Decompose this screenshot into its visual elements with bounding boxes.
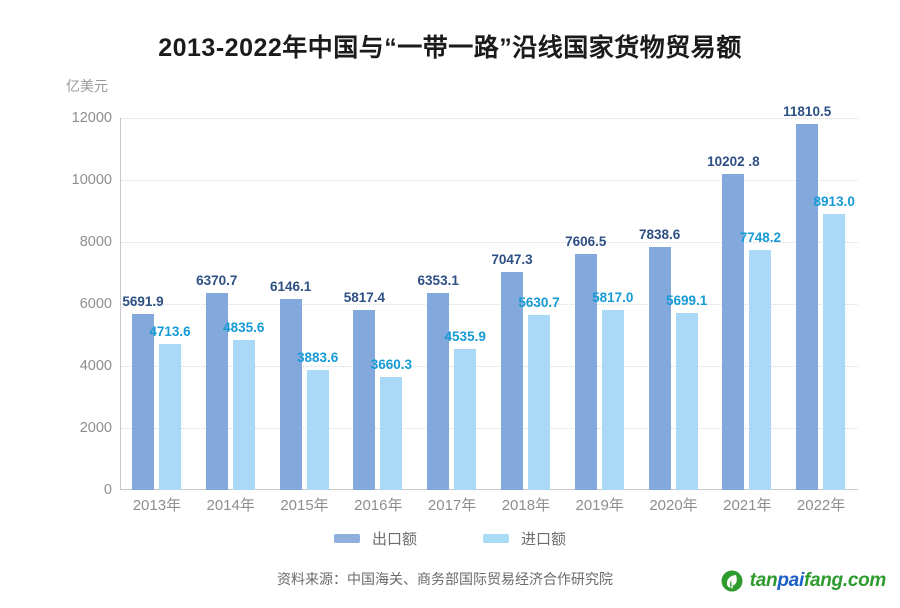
- bar-import[interactable]: [528, 315, 550, 490]
- x-axis-tick-label: 2013年: [132, 497, 182, 514]
- bar-value-label-import: 3883.6: [296, 349, 339, 365]
- bar-export[interactable]: [796, 123, 819, 490]
- x-axis-tick-label: 2020年: [649, 497, 698, 514]
- bar-export[interactable]: [353, 309, 376, 490]
- legend-swatch-icon: [483, 534, 509, 543]
- y-axis-tick-labels: 0 2000 4000 6000 8000 10000 12000: [50, 110, 112, 498]
- legend-item-export[interactable]: 出口额: [333, 528, 417, 549]
- bar-import[interactable]: [749, 249, 772, 490]
- bar-import[interactable]: [601, 309, 624, 490]
- bar-import[interactable]: [823, 213, 846, 490]
- bar-value-label-export: 6370.7: [196, 272, 238, 288]
- watermark-part-3: fang.com: [803, 570, 886, 591]
- gridline: [120, 180, 858, 181]
- bar-export[interactable]: [279, 299, 302, 490]
- bar-group: 6146.1 3883.6: [270, 118, 348, 490]
- x-axis-tick-label: 2022年: [796, 497, 846, 514]
- gridline: [120, 428, 858, 429]
- bar-group: 7606.5 5817.0: [565, 118, 643, 490]
- bar-value-label-export: 10202 .8: [707, 153, 760, 169]
- watermark-part-2: pai: [777, 570, 804, 591]
- page-title: 2013-2022年中国与“一带一路”沿线国家货物贸易额: [158, 34, 742, 62]
- x-axis-line: [120, 489, 858, 490]
- x-axis-tick-label: 2019年: [575, 497, 624, 514]
- chart-legend: 出口额 进口额: [0, 528, 900, 549]
- bar-group: 7047.3 5630.7: [491, 118, 569, 490]
- x-axis-tick-labels: 2013年 2014年 2015年 2016年 2017年 2018年 2019年 2020年…: [120, 494, 858, 518]
- x-axis-tick-label: 2018年: [501, 497, 551, 514]
- x-axis-tick-label: 2021年: [723, 497, 772, 514]
- bar-export[interactable]: [427, 293, 450, 490]
- bar-export[interactable]: [205, 292, 228, 490]
- legend-swatch-icon: [333, 534, 360, 543]
- gridline: [120, 118, 858, 119]
- bar-value-label-export: 11810.5: [783, 103, 832, 119]
- x-axis-tick-label: 2016年: [354, 497, 403, 514]
- bar-value-label-import: 4835.6: [223, 320, 265, 336]
- y-axis-tick-label: 10000: [71, 172, 112, 188]
- bar-value-label-export: 5691.9: [122, 293, 164, 309]
- bar-value-label-export: 6146.1: [269, 279, 312, 295]
- bar-export[interactable]: [574, 254, 597, 490]
- y-axis-tick-label: 12000: [71, 110, 112, 126]
- watermark-part-1: tan: [749, 570, 778, 591]
- bar-import[interactable]: [159, 343, 181, 490]
- bar-export[interactable]: [648, 247, 671, 490]
- y-axis-tick-label: 4000: [79, 358, 112, 374]
- bar-value-label-import: 8913.0: [813, 193, 855, 209]
- x-axis-tick-label: 2015年: [280, 497, 329, 514]
- x-axis-tick-label: 2017年: [427, 497, 477, 514]
- bar-export[interactable]: [501, 271, 523, 490]
- gridline: [120, 366, 858, 367]
- bar-group: 11810.5 8913.0: [783, 104, 864, 490]
- y-axis-tick-label: 0: [103, 482, 112, 498]
- gridline: [120, 304, 858, 305]
- source-note: 资料来源：中国海关、商务部国际贸易经济合作研究院: [277, 571, 613, 587]
- bar-value-label-import: 5630.7: [518, 295, 560, 311]
- bar-import[interactable]: [675, 313, 698, 490]
- bar-group: 10202 .8 7748.2: [707, 118, 790, 490]
- bar-value-label-import: 3660.3: [370, 356, 413, 372]
- bar-import[interactable]: [306, 369, 329, 490]
- bar-value-label-export: 6353.1: [417, 273, 459, 289]
- legend-item-import[interactable]: 进口额: [483, 528, 566, 549]
- legend-label: 进口额: [521, 531, 567, 548]
- y-axis-line: [120, 118, 121, 490]
- bar-import[interactable]: [380, 376, 403, 490]
- bar-export[interactable]: [722, 173, 745, 490]
- bar-value-label-import: 4535.9: [444, 329, 486, 345]
- y-axis-unit-label: 亿美元: [66, 78, 108, 94]
- bar-group: 6370.7 4835.6: [196, 118, 274, 490]
- bar-import[interactable]: [454, 349, 477, 490]
- watermark-logo: tanpaifang.com: [721, 570, 886, 592]
- bar-value-label-import: 5817.0: [592, 289, 634, 305]
- bar-value-label-export: 7606.5: [565, 234, 607, 250]
- bar-value-label-import: 7748.2: [739, 229, 782, 245]
- bar-group: 5691.9 4713.6: [122, 118, 200, 490]
- bar-value-label-export: 5817.4: [343, 289, 386, 305]
- watermark-text: tanpaifang.com: [749, 570, 887, 592]
- bar-value-label-export: 7838.6: [638, 227, 681, 243]
- bar-value-label-import: 4713.6: [149, 323, 191, 339]
- bar-group: 7838.6 5699.1: [639, 118, 717, 490]
- bar-group: 6353.1 4535.9: [417, 118, 495, 490]
- bar-group: 5817.4 3660.3: [343, 118, 421, 490]
- y-axis-tick-label: 8000: [79, 234, 112, 250]
- y-axis-tick-label: 6000: [79, 296, 112, 312]
- plot-area: 0 2000 4000 6000 8000 10000 12000 5691.9 4713.6…: [72, 104, 858, 498]
- leaf-circle-icon: [721, 570, 743, 592]
- bar-import[interactable]: [232, 340, 255, 490]
- bars-layer: 5691.9 4713.6 6370.7 4835.6 6146.1 3883.6 5817…: [120, 104, 858, 490]
- legend-label: 出口额: [371, 531, 417, 548]
- x-axis-tick-label: 2014年: [206, 497, 255, 514]
- bar-value-label-import: 5699.1: [665, 293, 708, 309]
- y-axis-tick-label: 2000: [79, 420, 112, 436]
- bar-value-label-export: 7047.3: [491, 251, 533, 267]
- bar-export[interactable]: [132, 313, 154, 490]
- gridline: [120, 242, 858, 243]
